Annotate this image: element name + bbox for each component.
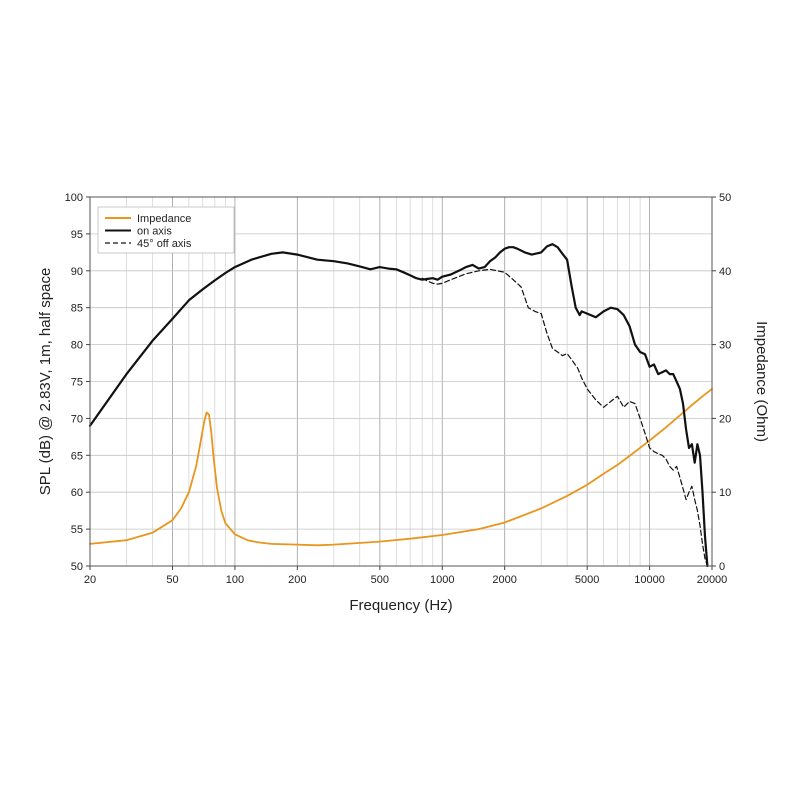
grid-lines [90, 197, 712, 566]
y2-tick-label: 40 [719, 266, 731, 278]
y-tick-label: 100 [65, 192, 83, 204]
y-tick-label: 70 [71, 413, 83, 425]
y2-tick-label: 50 [719, 192, 731, 204]
series-on-axis-line [88, 243, 709, 568]
y2-tick-label: 20 [719, 413, 731, 425]
tick-layer: 20 50 100 200 500 1000 2000 5000 10000 2000050556… [65, 192, 732, 586]
legend-label: Impedance [137, 213, 191, 225]
y-tick-label: 85 [71, 303, 83, 315]
x-tick-label: 10000 [634, 574, 665, 586]
x-tick-label: 2000 [492, 574, 516, 586]
y2-tick-label: 30 [719, 340, 731, 352]
series-impedance-line [89, 388, 713, 547]
x-tick-label: 100 [226, 574, 244, 586]
series-45-off-axis-line [421, 268, 708, 567]
x-axis-label: Frequency (Hz) [349, 597, 452, 614]
y2-tick-label: 0 [719, 561, 725, 573]
y2-tick-label: 10 [719, 487, 731, 499]
y-tick-label: 50 [71, 561, 83, 573]
y-tick-label: 65 [71, 450, 83, 462]
x-tick-label: 200 [288, 574, 306, 586]
y-tick-label: 80 [71, 340, 83, 352]
x-tick-label: 1000 [430, 574, 454, 586]
y-axis-label: SPL (dB) @ 2.83V, 1m, half space [37, 268, 54, 496]
y2-axis-label: Impedance (Ohm) [753, 321, 770, 442]
x-tick-label: 5000 [575, 574, 599, 586]
x-tick-label: 20 [84, 574, 96, 586]
y-tick-label: 75 [71, 377, 83, 389]
y-tick-label: 90 [71, 266, 83, 278]
legend-label: on axis [137, 226, 172, 238]
x-tick-label: 20000 [697, 574, 728, 586]
y-tick-label: 55 [71, 524, 83, 536]
y-tick-label: 60 [71, 487, 83, 499]
x-tick-label: 50 [166, 574, 178, 586]
x-tick-label: 500 [371, 574, 389, 586]
y-tick-label: 95 [71, 229, 83, 241]
series-layer [88, 243, 713, 568]
legend-label: 45° off axis [137, 238, 192, 250]
